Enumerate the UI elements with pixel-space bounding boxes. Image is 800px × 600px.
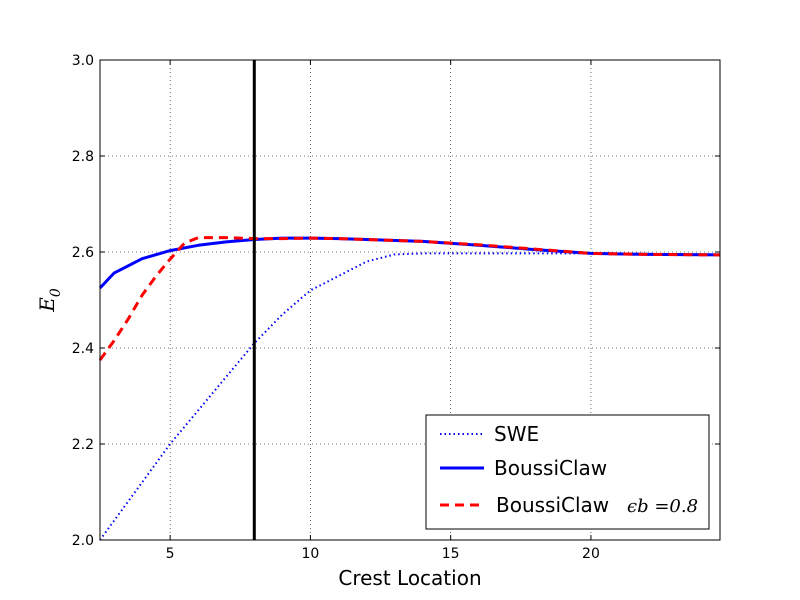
ticks: 5 10 15 20 2.0 2.2 2.4 2.6 2.8 3.0 [72,53,720,562]
y-tick-label: 2.2 [72,437,94,453]
y-axis-title-sub: 0 [48,288,64,297]
y-tick-label: 2.4 [72,341,94,357]
y-axis-title-main: E [35,297,59,313]
x-tick-label: 5 [166,546,175,562]
legend-frame [425,414,710,530]
svg-text:E0: E0 [35,288,64,313]
x-axis-title: Crest Location [338,566,481,590]
legend-label-eps-math: ϵb =0.8 [627,496,698,517]
legend: SWE BoussiClaw BoussiClaw ϵb =0.8 [425,414,710,530]
y-tick-label: 3.0 [72,53,94,69]
series-boussiclaw-eps-line [98,236,721,361]
y-tick-label: 2.6 [72,245,94,261]
x-tick-label: 20 [582,546,600,562]
y-tick-label: 2.8 [72,149,94,165]
series-swe-line [99,252,721,541]
legend-label-boussiclaw-eps: BoussiClaw [496,493,609,517]
plot-frame [99,59,721,541]
x-tick-label: 10 [301,546,319,562]
y-axis-title: E0 [35,288,64,313]
legend-label-boussiclaw: BoussiClaw [494,456,607,480]
legend-label-swe: SWE [494,422,539,446]
y-tick-label: 2.0 [72,533,94,549]
series-layer [98,236,721,541]
x-tick-label: 15 [442,546,460,562]
